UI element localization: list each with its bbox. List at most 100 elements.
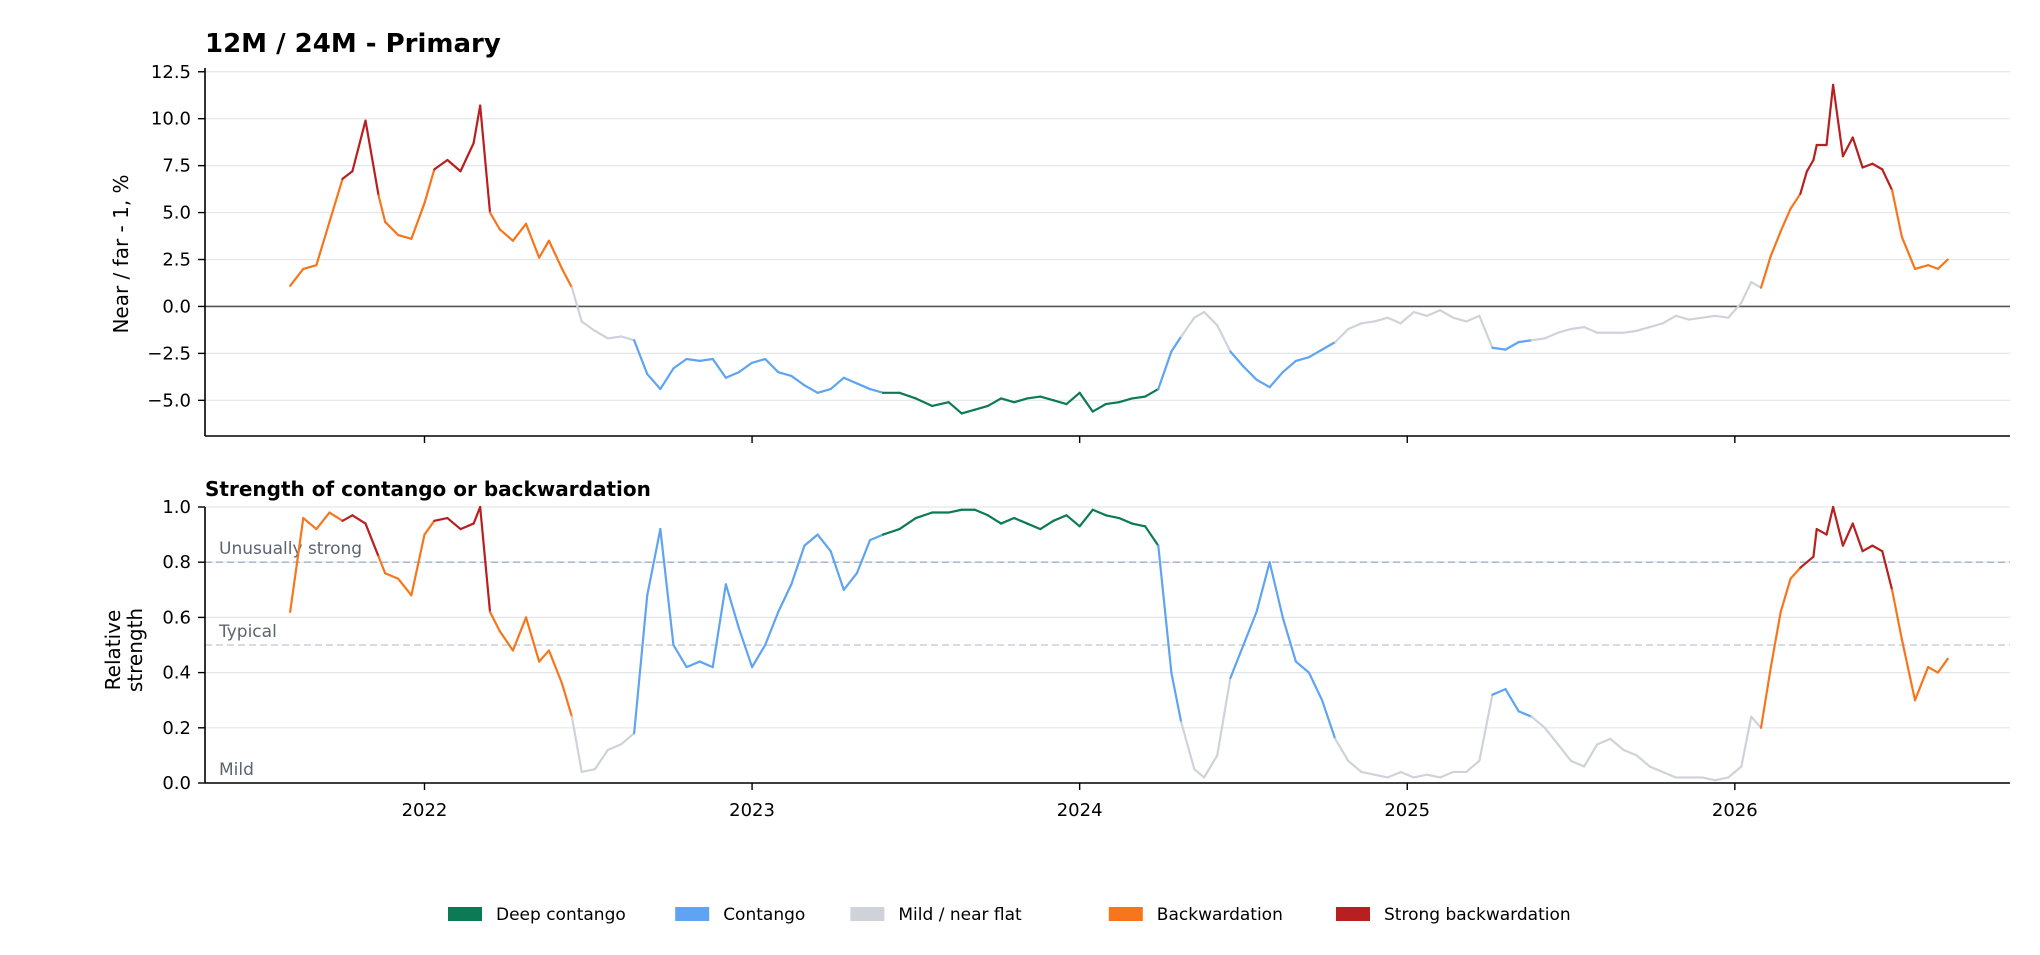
- strength-segment: [479, 505, 492, 613]
- strength-segment: [1517, 710, 1533, 718]
- strength-segment: [423, 519, 436, 536]
- strength-segment: [1294, 660, 1311, 674]
- legend-label: Strong backwardation: [1384, 905, 1571, 925]
- strength-segment: [1065, 514, 1081, 528]
- y-tick-label: 5.0: [162, 203, 191, 224]
- strength-segment: [328, 511, 344, 522]
- strength-segment: [1832, 505, 1845, 547]
- series-segment: [1674, 314, 1691, 321]
- series-segment: [1307, 348, 1324, 359]
- strength-segment: [1104, 514, 1121, 520]
- series-segment: [1714, 314, 1730, 319]
- strength-segment: [914, 511, 934, 520]
- strength-segment: [1750, 715, 1763, 729]
- y-axis-label: Near / far - 1, %: [109, 174, 133, 333]
- strength-segment: [1412, 773, 1428, 779]
- strength-segment: [1170, 671, 1183, 724]
- strength-segment: [750, 643, 767, 669]
- strength-segment: [898, 516, 917, 531]
- series-segment: [1648, 322, 1664, 329]
- strength-segment: [1052, 514, 1068, 522]
- series-segment: [1832, 83, 1845, 158]
- y-tick-label: 0.0: [162, 296, 191, 317]
- series-segment: [1700, 314, 1717, 319]
- series-segment: [646, 372, 662, 391]
- top-y-ticks: −5.0 −2.5 0.0 2.5 5.0 7.5 10.0 12.5: [147, 62, 205, 411]
- strength-segment: [1789, 566, 1802, 580]
- y-axis-label-line: strength: [123, 608, 147, 692]
- strength-segment: [1078, 508, 1094, 528]
- series-segment: [423, 168, 436, 205]
- strength-segment: [698, 660, 714, 669]
- strength-segment: [803, 533, 819, 547]
- strength-segment: [289, 516, 305, 613]
- series-segment: [1799, 170, 1808, 195]
- y-tick-label: 10.0: [151, 109, 191, 130]
- series-segment: [479, 104, 492, 214]
- bottom-axes: [204, 507, 2010, 784]
- strength-segment: [724, 583, 741, 630]
- strength-segment: [1281, 616, 1297, 663]
- series-segment: [1517, 339, 1533, 344]
- strength-segment: [619, 732, 636, 746]
- strength-segment: [1700, 776, 1717, 782]
- legend: Deep contango Contango Mild / near flat Bac…: [448, 905, 1571, 925]
- series-segment: [384, 220, 400, 237]
- strength-segment: [1193, 768, 1206, 779]
- y-tick-label: 0.4: [162, 663, 191, 684]
- strength-segment: [446, 516, 462, 531]
- strength-segment: [1805, 555, 1815, 564]
- series-segment: [711, 357, 727, 379]
- series-segment: [685, 357, 701, 362]
- strength-segment: [1900, 638, 1917, 702]
- strength-segment: [1609, 737, 1625, 751]
- y-tick-label: 2.5: [162, 250, 191, 271]
- strength-segment: [351, 514, 367, 525]
- series-segment: [777, 371, 793, 378]
- series-segment: [842, 376, 858, 385]
- subchart-title: Strength of contango or backwardation: [205, 477, 651, 501]
- series-segment: [511, 222, 528, 242]
- series-segment: [1180, 316, 1196, 338]
- series-segment: [1347, 322, 1363, 331]
- strength-segment: [1203, 754, 1219, 779]
- series-segment: [672, 357, 688, 370]
- strength-segment: [410, 533, 426, 597]
- legend-label: Contango: [723, 905, 805, 925]
- y-tick-label: 0.6: [162, 607, 191, 628]
- strength-segment: [1815, 527, 1828, 536]
- strength-segment: [1583, 743, 1599, 768]
- strength-segment: [1727, 765, 1743, 779]
- series-segment: [1861, 162, 1874, 169]
- top-panel: 12M / 24M - Primary −5.0 −2.5 0.0 2.5 5.0 7.5…: [109, 29, 2010, 443]
- y-tick-label: 0.2: [162, 718, 191, 739]
- series-segment: [1900, 235, 1917, 270]
- series-segment: [750, 357, 767, 364]
- series-segment: [1583, 326, 1599, 334]
- series-segment: [737, 361, 754, 374]
- series-segment: [1779, 207, 1792, 233]
- series-segment: [698, 357, 714, 362]
- legend-swatch: [448, 907, 482, 921]
- series-segment: [351, 119, 367, 173]
- strength-segment: [737, 627, 754, 669]
- strength-segment: [711, 583, 727, 669]
- series-segment: [1491, 346, 1507, 351]
- series-segment: [1026, 395, 1042, 400]
- strength-segment: [433, 516, 449, 522]
- strength-segment: [1144, 525, 1160, 547]
- series-segment: [931, 401, 950, 408]
- strength-segment: [1229, 643, 1245, 680]
- series-segment: [580, 320, 596, 332]
- strength-segment: [685, 660, 701, 669]
- strength-segment: [1117, 516, 1134, 525]
- strength-segment: [593, 748, 610, 771]
- strength-segment: [580, 768, 596, 774]
- strength-segment: [341, 514, 354, 522]
- series-segment: [1157, 350, 1173, 391]
- series-segment: [1242, 365, 1258, 381]
- series-segment: [1759, 254, 1772, 289]
- strength-segment: [1622, 748, 1638, 757]
- series-segment: [1805, 158, 1815, 173]
